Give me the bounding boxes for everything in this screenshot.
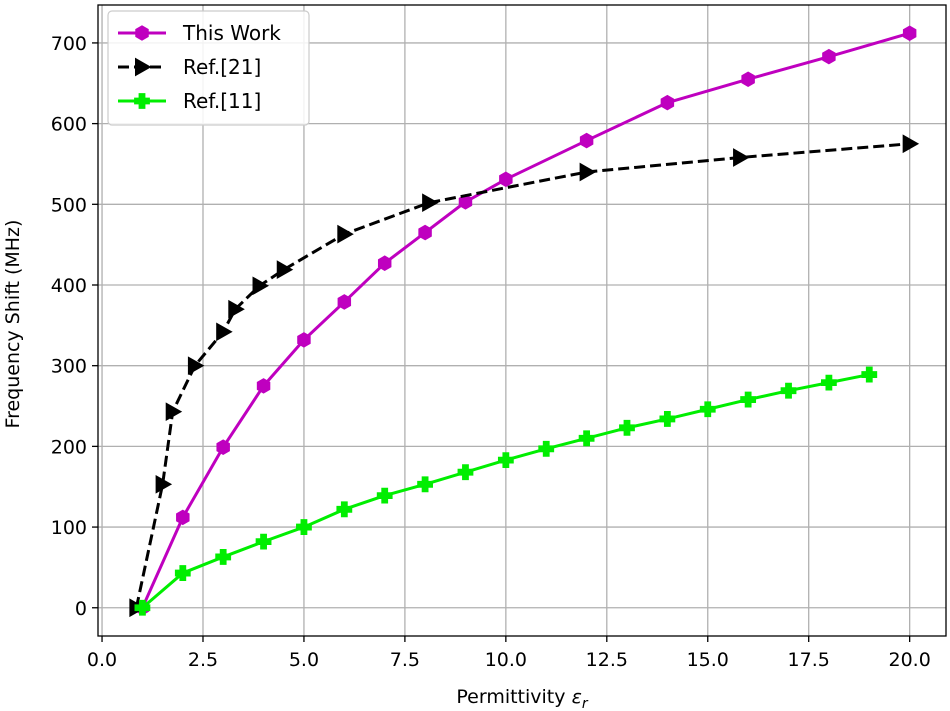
legend-item-this-work: This Work <box>118 21 281 45</box>
data-point-ref-11 <box>417 476 433 493</box>
x-tick-label: 20.0 <box>889 649 931 671</box>
data-point-this-work <box>822 48 836 65</box>
data-point-this-work <box>176 509 190 526</box>
data-point-ref-21 <box>276 260 294 280</box>
y-tick-label: 600 <box>51 114 87 136</box>
data-point-ref-21 <box>733 148 750 167</box>
legend-label: Ref.[11] <box>183 89 261 113</box>
x-tick-label: 10.0 <box>485 649 527 671</box>
data-point-this-work <box>741 71 755 88</box>
legend-marker <box>134 93 150 109</box>
legend-label: This Work <box>182 21 281 45</box>
data-point-ref-21 <box>337 224 354 244</box>
data-point-this-work <box>418 224 432 241</box>
data-point-ref-21 <box>579 162 597 182</box>
y-tick-label: 400 <box>51 275 87 297</box>
data-point-ref-11 <box>296 519 312 535</box>
data-point-this-work <box>216 439 230 455</box>
data-point-ref-21 <box>187 356 205 376</box>
data-point-ref-11 <box>659 411 676 427</box>
data-point-ref-11 <box>619 419 635 436</box>
y-tick-label: 700 <box>51 33 87 55</box>
legend-item-ref-21: Ref.[21] <box>118 55 261 79</box>
x-tick-label: 17.5 <box>788 649 830 671</box>
data-point-ref-11 <box>376 487 393 504</box>
data-point-this-work <box>579 132 594 149</box>
data-point-ref-11 <box>134 599 151 616</box>
data-point-ref-21 <box>902 134 920 154</box>
data-point-this-work <box>902 25 917 42</box>
data-point-ref-11 <box>174 565 191 581</box>
x-tick-label: 7.5 <box>390 649 420 671</box>
data-point-this-work <box>256 378 271 394</box>
data-point-ref-11 <box>699 401 716 418</box>
data-point-this-work <box>660 94 675 111</box>
x-axis-label: Permittivity εr <box>456 686 588 711</box>
legend-marker <box>135 25 149 41</box>
series-layer <box>129 25 920 618</box>
data-point-ref-11 <box>578 430 595 447</box>
series-ref-21 <box>129 134 920 618</box>
y-tick-label: 0 <box>75 598 87 620</box>
series-ref-11 <box>134 366 878 616</box>
x-axis-label-text: Permittivity <box>456 686 565 708</box>
data-point-ref-21 <box>228 299 245 319</box>
data-point-this-work <box>377 255 392 271</box>
data-point-ref-21 <box>155 474 173 494</box>
legend-item-ref-11: Ref.[11] <box>118 89 261 113</box>
data-point-this-work <box>337 294 352 310</box>
data-point-this-work <box>499 171 513 188</box>
x-tick-label: 2.5 <box>188 649 218 671</box>
data-point-ref-11 <box>861 366 878 383</box>
x-tick-label: 5.0 <box>289 649 319 671</box>
data-point-ref-21 <box>422 193 439 213</box>
y-tick-label: 300 <box>51 356 87 378</box>
x-axis-label-subscript: r <box>582 696 589 711</box>
data-point-ref-21 <box>252 276 270 296</box>
x-axis: 0.0 2.5 5.0 7.5 10.0 12.5 15.0 17.5 20.0 <box>87 636 931 671</box>
x-tick-label: 15.0 <box>687 649 729 671</box>
y-tick-label: 100 <box>51 517 87 539</box>
data-point-ref-21 <box>216 322 233 342</box>
data-point-ref-11 <box>215 549 232 565</box>
legend: This Work Ref.[21] Ref.[11] <box>107 10 310 126</box>
y-tick-label: 200 <box>51 436 87 458</box>
data-point-this-work <box>297 332 311 348</box>
y-axis-label: Frequency Shift (MHz) <box>2 220 24 429</box>
x-tick-label: 12.5 <box>586 649 628 671</box>
y-tick-label: 500 <box>51 194 87 216</box>
data-point-ref-11 <box>740 391 757 408</box>
data-point-ref-11 <box>820 374 837 391</box>
data-point-ref-11 <box>336 501 353 518</box>
data-point-ref-11 <box>497 452 514 468</box>
y-axis: 0 100 200 300 400 500 600 700 <box>51 33 98 620</box>
legend-label: Ref.[21] <box>183 55 261 79</box>
x-axis-label-symbol: ε <box>572 686 582 708</box>
data-point-ref-11 <box>780 382 797 399</box>
plot-frame <box>97 4 947 637</box>
x-tick-label: 0.0 <box>87 649 117 671</box>
data-point-ref-21 <box>165 402 183 422</box>
data-point-ref-11 <box>457 464 474 481</box>
data-point-ref-11 <box>255 533 272 550</box>
legend-marker <box>135 57 152 77</box>
data-point-ref-11 <box>538 440 555 457</box>
legend-box <box>107 10 310 126</box>
